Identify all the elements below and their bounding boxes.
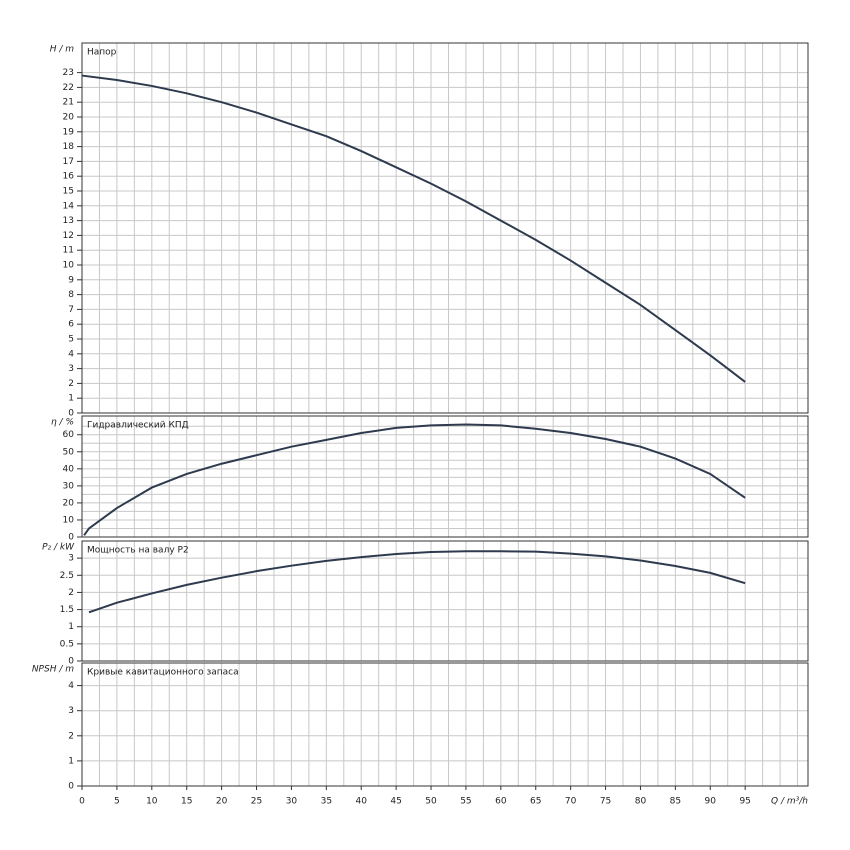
y-tick-label: 3 <box>68 554 74 564</box>
y-tick-label: 3 <box>68 706 74 716</box>
x-tick-label: 25 <box>251 797 262 807</box>
series-line <box>83 423 746 536</box>
y-tick-label: 2 <box>68 588 74 598</box>
y-tick-label: 0 <box>68 533 74 543</box>
x-tick-label: 15 <box>181 797 192 807</box>
x-tick-label: 30 <box>286 797 298 807</box>
y-tick-label: 19 <box>63 127 75 137</box>
y-tick-label: 14 <box>63 201 75 211</box>
y-tick-label: 4 <box>68 681 74 691</box>
x-tick-label: 35 <box>321 797 332 807</box>
y-tick-label: 1 <box>68 622 74 632</box>
x-tick-label: 40 <box>356 797 368 807</box>
y-tick-label: 9 <box>68 275 74 285</box>
x-tick-label: 70 <box>565 797 577 807</box>
y-tick-label: 11 <box>63 246 74 256</box>
y-tick-label: 30 <box>63 481 75 491</box>
panel-title: Напор <box>87 48 117 58</box>
x-tick-label: 5 <box>114 797 120 807</box>
y-tick-label: 1 <box>68 756 74 766</box>
y-tick-label: 23 <box>63 68 74 78</box>
y-tick-label: 16 <box>63 172 75 182</box>
y-tick-label: 2.5 <box>60 571 74 581</box>
y-tick-label: 13 <box>63 216 74 226</box>
series-line <box>88 550 746 614</box>
x-tick-label: 80 <box>635 797 647 807</box>
panel-title: Кривые кавитационного запаса <box>87 668 239 678</box>
x-tick-label: 20 <box>216 797 228 807</box>
y-tick-label: 6 <box>68 320 74 330</box>
y-tick-label: 50 <box>63 447 75 457</box>
y-tick-label: 12 <box>63 231 74 241</box>
panel-title: Мощность на валу P2 <box>87 546 189 556</box>
x-axis-label: Q / m³/h <box>771 797 808 807</box>
y-tick-label: 0 <box>68 782 74 792</box>
x-tick-label: 85 <box>670 797 681 807</box>
x-tick-label: 0 <box>79 797 85 807</box>
panel-title: Гидравлический КПД <box>87 421 189 431</box>
y-tick-label: 0 <box>68 657 74 667</box>
x-tick-label: 90 <box>705 797 717 807</box>
y-tick-label: 20 <box>63 113 75 123</box>
x-tick-label: 95 <box>739 797 750 807</box>
y-tick-label: 4 <box>68 349 74 359</box>
y-tick-label: 60 <box>63 430 75 440</box>
y-tick-label: 3 <box>68 364 74 374</box>
y-axis-label: NPSH / m <box>32 665 74 675</box>
y-tick-label: 7 <box>68 305 74 315</box>
plot-frame <box>81 415 809 538</box>
plot-frame <box>81 662 809 787</box>
y-tick-label: 15 <box>63 187 74 197</box>
x-tick-label: 45 <box>390 797 401 807</box>
x-tick-label: 60 <box>495 797 507 807</box>
x-tick-label: 10 <box>146 797 158 807</box>
series-line <box>81 74 746 383</box>
plot-frame <box>81 42 809 414</box>
x-tick-label: 75 <box>600 797 611 807</box>
plot-frame <box>81 540 809 662</box>
y-tick-label: 0 <box>68 409 74 419</box>
y-tick-label: 5 <box>68 335 74 345</box>
y-tick-label: 10 <box>63 515 75 525</box>
y-tick-label: 1 <box>68 394 74 404</box>
y-tick-label: 22 <box>63 83 74 93</box>
y-axis-label: H / m <box>50 45 75 55</box>
x-tick-label: 55 <box>460 797 471 807</box>
y-tick-label: 0.5 <box>60 639 74 649</box>
x-tick-label: 50 <box>425 797 437 807</box>
y-tick-label: 8 <box>68 290 74 300</box>
y-axis-label: P₂ / kW <box>42 543 75 553</box>
y-axis-label: η / % <box>51 418 74 428</box>
y-tick-label: 1.5 <box>60 605 74 615</box>
y-tick-label: 17 <box>63 157 74 167</box>
y-tick-label: 10 <box>63 261 75 271</box>
y-tick-label: 2 <box>68 731 74 741</box>
x-tick-label: 65 <box>530 797 541 807</box>
y-tick-label: 20 <box>63 498 75 508</box>
y-tick-label: 2 <box>68 379 74 389</box>
y-tick-label: 21 <box>63 98 74 108</box>
y-tick-label: 40 <box>63 464 75 474</box>
y-tick-label: 18 <box>63 142 75 152</box>
